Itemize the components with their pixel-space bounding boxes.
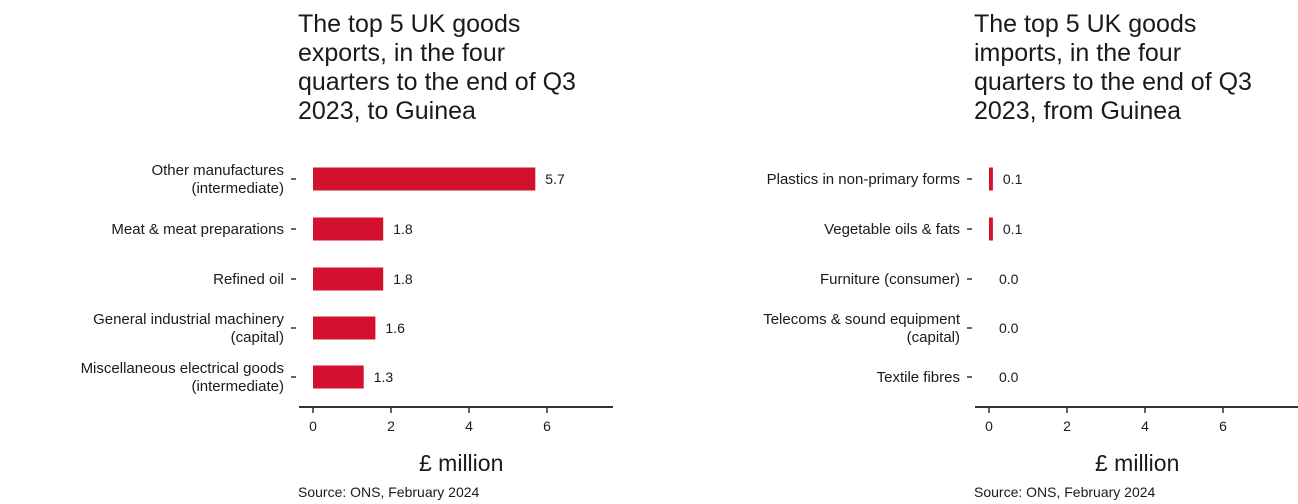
chart-title: The top 5 UK goods imports, in the four …: [974, 10, 1252, 125]
category-label: Miscellaneous electrical goods (intermedi…: [81, 360, 284, 395]
data-label: 5.7: [545, 171, 565, 187]
bar: [313, 365, 364, 389]
category-label: General industrial machinery (capital): [93, 311, 284, 346]
data-label: 0.0: [999, 320, 1019, 336]
data-label: 0.0: [999, 271, 1019, 287]
exports-chart-panel: The top 5 UK goods exports, in the four …: [81, 10, 613, 500]
exports-chart: 0 2 4 6 £ million Other manufactures (intermed…: [81, 162, 613, 476]
category-label: Refined oil: [213, 271, 284, 288]
category-label: Vegetable oils & fats: [824, 221, 960, 238]
x-tick-label: 2: [387, 418, 395, 434]
data-label: 1.6: [385, 320, 405, 336]
category-label: Plastics in non-primary forms: [767, 171, 960, 188]
x-tick-label: 6: [1219, 418, 1227, 434]
data-label: 1.8: [393, 271, 413, 287]
x-tick-label: 0: [309, 418, 317, 434]
bar: [313, 267, 384, 291]
data-label: 0.0: [999, 369, 1019, 385]
bar: [313, 217, 384, 241]
category-label: Textile fibres: [877, 369, 960, 386]
x-tick-label: 4: [1141, 418, 1149, 434]
x-tick-label: 2: [1063, 418, 1071, 434]
imports-chart-panel: The top 5 UK goods imports, in the four …: [649, 0, 1298, 504]
data-label: 0.1: [1003, 171, 1023, 187]
category-label: Other manufactures (intermediate): [151, 162, 284, 197]
bar: [313, 167, 536, 191]
x-axis-label: £ million: [1095, 450, 1179, 476]
data-label: 1.3: [374, 369, 394, 385]
data-label: 1.8: [393, 221, 413, 237]
data-label: 0.1: [1003, 221, 1023, 237]
category-label: Telecoms & sound equipment (capital): [763, 311, 961, 346]
bar: [989, 167, 993, 191]
x-axis-label: £ million: [419, 450, 503, 476]
category-label: Furniture (consumer): [820, 271, 960, 288]
x-tick-label: 6: [543, 418, 551, 434]
category-label: Meat & meat preparations: [111, 221, 284, 238]
source-note: Source: ONS, February 2024: [298, 484, 480, 500]
bar: [989, 217, 993, 241]
imports-chart: 0 2 4 6 £ million Plastics in non-primary for…: [763, 167, 1298, 476]
bar: [313, 316, 376, 340]
x-tick-label: 0: [985, 418, 993, 434]
chart-title: The top 5 UK goods exports, in the four …: [298, 10, 576, 125]
source-note: Source: ONS, February 2024: [974, 484, 1156, 500]
x-tick-label: 4: [465, 418, 473, 434]
